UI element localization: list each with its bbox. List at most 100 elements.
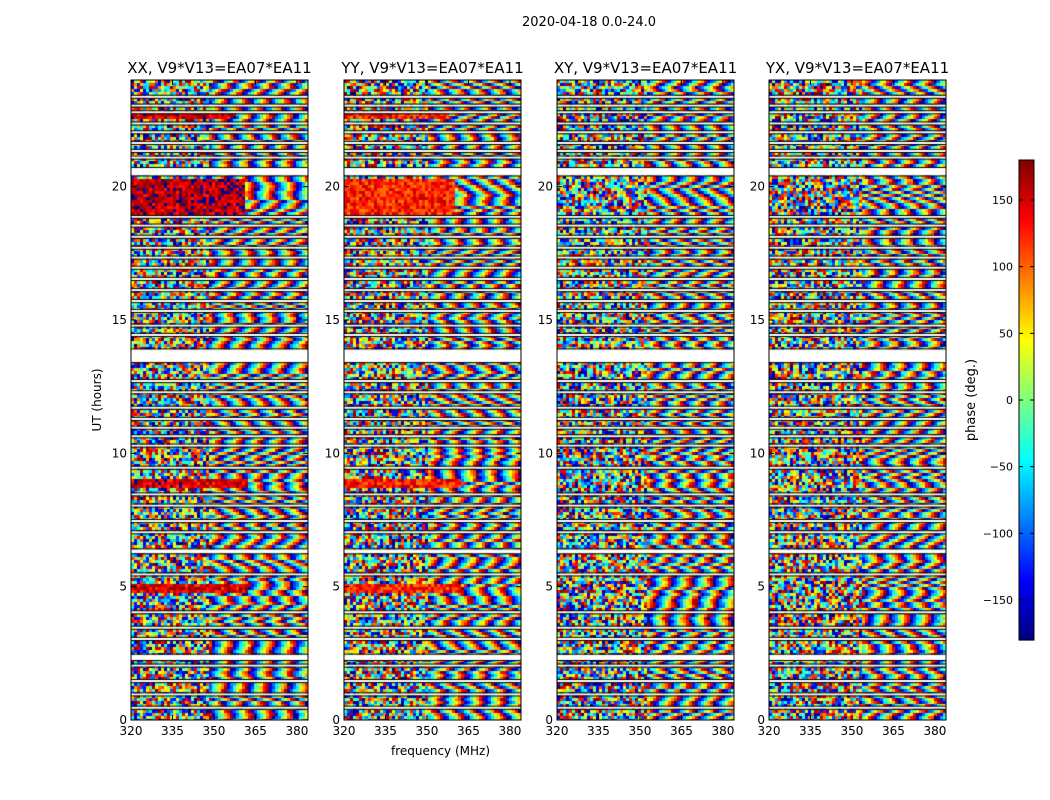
colorbar-step [1019, 452, 1034, 455]
colorbar-step [1019, 204, 1034, 207]
colorbar-step [1019, 512, 1034, 515]
colorbar-step [1019, 528, 1034, 531]
colorbar-step [1019, 274, 1034, 277]
colorbar-step [1019, 324, 1034, 327]
colorbar-step [1019, 530, 1034, 533]
x-tick-label: 320 [120, 724, 143, 738]
y-tick-label: 10 [750, 446, 765, 460]
colorbar-tick-label: 150 [992, 194, 1013, 207]
colorbar-step [1019, 504, 1034, 507]
panel-1: XX, V9*V13=EA07*EA11 320 335 350 365 380 0 5 10 1… [90, 59, 312, 738]
panel-title: YY, V9*V13=EA07*EA11 [340, 59, 523, 77]
colorbar-step [1019, 572, 1034, 575]
colorbar-step [1019, 524, 1034, 527]
x-tick-label: 380 [285, 724, 308, 738]
colorbar-step [1019, 426, 1034, 429]
colorbar-step [1019, 342, 1034, 345]
colorbar-step [1019, 588, 1034, 591]
colorbar-step [1019, 348, 1034, 351]
colorbar-step [1019, 578, 1034, 581]
colorbar-step [1019, 302, 1034, 305]
panel-frame [130, 79, 309, 721]
colorbar-step [1019, 284, 1034, 287]
colorbar-step [1019, 170, 1034, 173]
colorbar-step [1019, 534, 1034, 537]
x-tick-label: 365 [882, 724, 905, 738]
colorbar-step [1019, 474, 1034, 477]
colorbar-step [1019, 466, 1034, 469]
colorbar-step [1019, 448, 1034, 451]
colorbar-step [1019, 454, 1034, 457]
colorbar-step [1019, 624, 1034, 627]
colorbar-step [1019, 286, 1034, 289]
colorbar-step [1019, 610, 1034, 613]
colorbar-step [1019, 244, 1034, 247]
colorbar-step [1019, 514, 1034, 517]
colorbar-step [1019, 410, 1034, 413]
y-tick-label: 5 [332, 580, 340, 594]
colorbar-step [1019, 536, 1034, 539]
y-tick-label: 20 [750, 180, 765, 194]
colorbar-step [1019, 256, 1034, 259]
colorbar-step [1019, 576, 1034, 579]
colorbar-step [1019, 412, 1034, 415]
colorbar-step [1019, 580, 1034, 583]
colorbar-step [1019, 546, 1034, 549]
colorbar-step [1019, 520, 1034, 523]
panel-heatmap-image [131, 80, 308, 720]
colorbar-step [1019, 586, 1034, 589]
colorbar-step [1019, 288, 1034, 291]
colorbar-step [1019, 548, 1034, 551]
colorbar-step [1019, 268, 1034, 271]
colorbar-step [1019, 262, 1034, 265]
y-tick-label: 5 [119, 580, 127, 594]
colorbar-step [1019, 456, 1034, 459]
colorbar-step [1019, 418, 1034, 421]
colorbar-step [1019, 638, 1034, 641]
colorbar-step [1019, 620, 1034, 623]
colorbar-step [1019, 522, 1034, 525]
colorbar-step [1019, 306, 1034, 309]
colorbar-step [1019, 556, 1034, 559]
colorbar-step [1019, 258, 1034, 261]
colorbar-step [1019, 296, 1034, 299]
colorbar-step [1019, 352, 1034, 355]
colorbar-step [1019, 238, 1034, 241]
y-tick-label: 15 [325, 313, 340, 327]
y-tick-label: 15 [750, 313, 765, 327]
panels: XX, V9*V13=EA07*EA11 320 335 350 365 380 0 5 10 1… [90, 59, 949, 758]
colorbar-step [1019, 498, 1034, 501]
colorbar-step [1019, 308, 1034, 311]
colorbar-step [1019, 234, 1034, 237]
colorbar-step [1019, 430, 1034, 433]
y-tick-label: 20 [538, 180, 553, 194]
colorbar-step [1019, 606, 1034, 609]
y-tick-label: 0 [545, 713, 553, 727]
colorbar-tick-label: −50 [990, 461, 1013, 474]
colorbar-step [1019, 376, 1034, 379]
colorbar-step [1019, 166, 1034, 169]
colorbar-step [1019, 174, 1034, 177]
colorbar-step [1019, 590, 1034, 593]
colorbar-step [1019, 494, 1034, 497]
colorbar-ticks: 150 100 50 0 −50 −100 −150 [983, 194, 1034, 607]
colorbar-step [1019, 604, 1034, 607]
colorbar-step [1019, 526, 1034, 529]
x-tick-label: 335 [799, 724, 822, 738]
x-tick-label: 365 [457, 724, 480, 738]
colorbar-step [1019, 618, 1034, 621]
colorbar-step [1019, 202, 1034, 205]
colorbar-step [1019, 380, 1034, 383]
colorbar-step [1019, 628, 1034, 631]
colorbar-label: phase (deg.) [964, 359, 979, 441]
y-tick-label: 10 [325, 446, 340, 460]
x-tick-label: 350 [203, 724, 226, 738]
x-tick-label: 350 [841, 724, 864, 738]
colorbar-step [1019, 632, 1034, 635]
colorbar-step [1019, 298, 1034, 301]
colorbar-step [1019, 636, 1034, 639]
colorbar-step [1019, 490, 1034, 493]
colorbar-step [1019, 278, 1034, 281]
colorbar-step [1019, 488, 1034, 491]
